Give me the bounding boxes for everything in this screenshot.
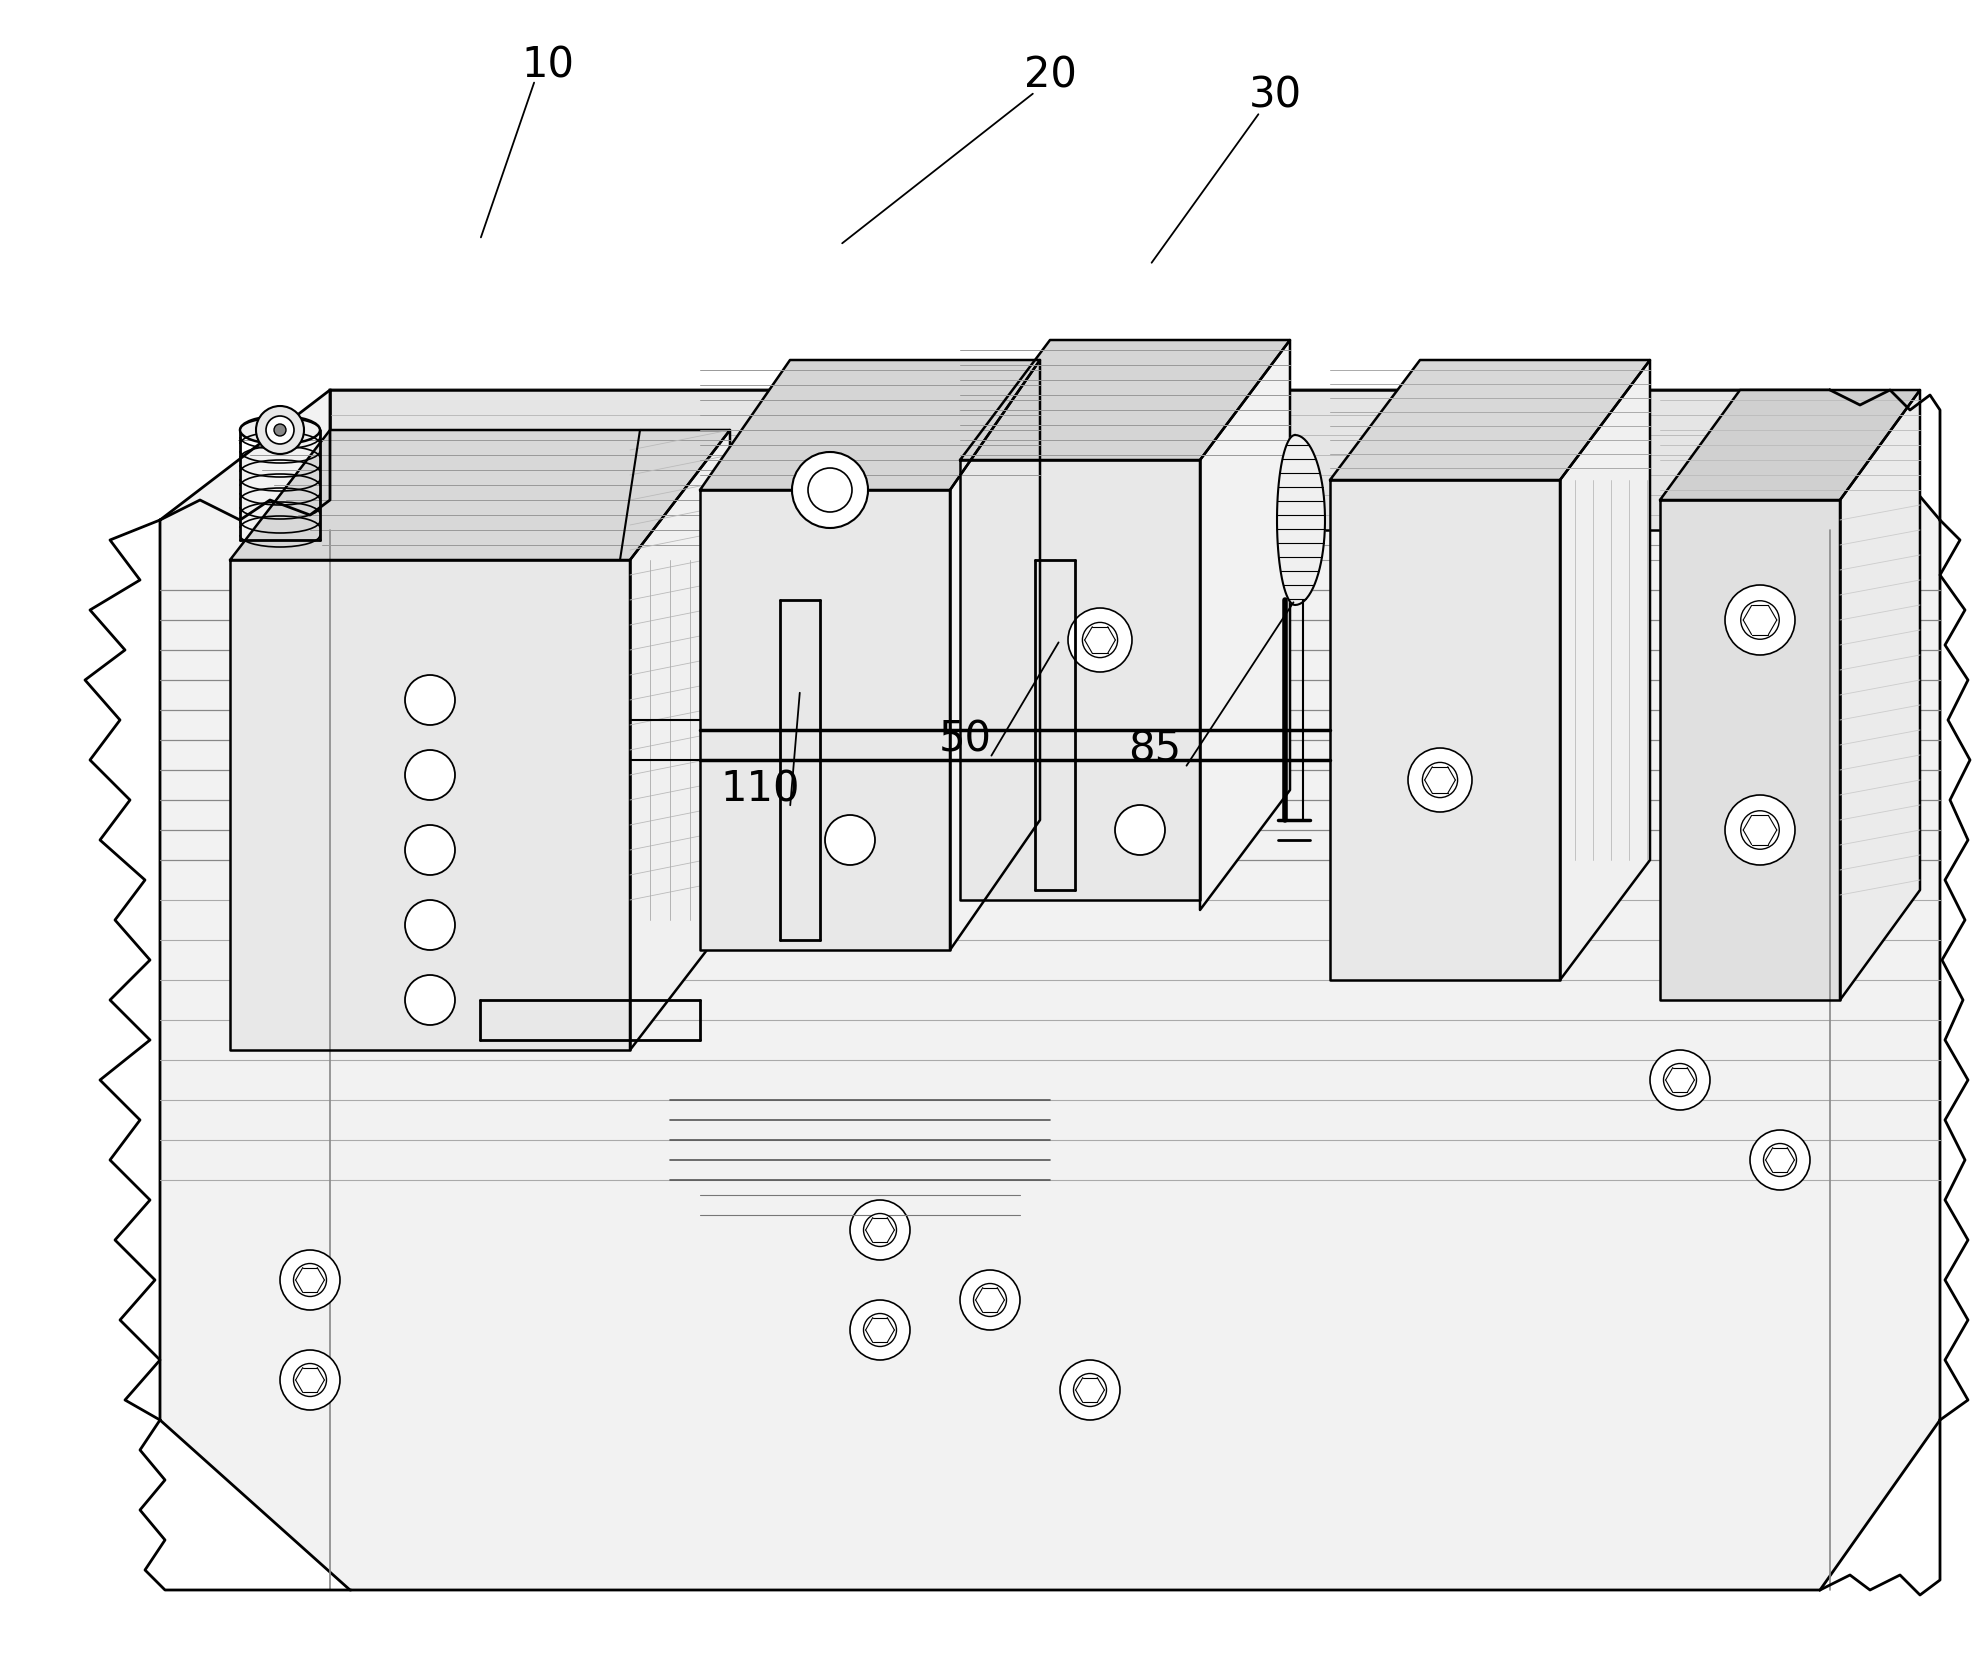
- Circle shape: [404, 901, 456, 951]
- Text: 50: 50: [939, 719, 992, 760]
- Circle shape: [1423, 762, 1458, 797]
- Polygon shape: [961, 339, 1290, 460]
- Circle shape: [1115, 805, 1164, 856]
- Circle shape: [1724, 585, 1795, 655]
- Circle shape: [274, 424, 286, 436]
- Circle shape: [256, 406, 304, 455]
- Text: 20: 20: [1024, 53, 1077, 95]
- Polygon shape: [961, 460, 1200, 901]
- Text: 85: 85: [1129, 729, 1182, 770]
- Text: 110: 110: [720, 769, 799, 810]
- Polygon shape: [1841, 389, 1920, 999]
- Polygon shape: [1561, 359, 1649, 979]
- Circle shape: [850, 1300, 910, 1360]
- Text: 10: 10: [521, 43, 574, 85]
- Circle shape: [961, 1270, 1020, 1330]
- Circle shape: [791, 451, 868, 528]
- Polygon shape: [1277, 434, 1326, 605]
- Circle shape: [864, 1313, 896, 1347]
- Polygon shape: [231, 560, 629, 1049]
- Polygon shape: [1330, 480, 1561, 979]
- Circle shape: [1067, 608, 1133, 672]
- Circle shape: [1409, 749, 1472, 812]
- Circle shape: [266, 416, 294, 444]
- Circle shape: [1740, 602, 1780, 640]
- Ellipse shape: [241, 416, 320, 444]
- Circle shape: [864, 1213, 896, 1247]
- Polygon shape: [700, 490, 951, 951]
- Circle shape: [1083, 622, 1117, 658]
- Circle shape: [294, 1364, 326, 1397]
- Circle shape: [1060, 1360, 1121, 1420]
- Circle shape: [1740, 810, 1780, 849]
- Polygon shape: [1330, 359, 1649, 480]
- Circle shape: [809, 468, 852, 511]
- Polygon shape: [951, 359, 1040, 951]
- Circle shape: [1073, 1374, 1107, 1407]
- Polygon shape: [629, 429, 730, 1049]
- Circle shape: [825, 815, 874, 866]
- Circle shape: [1724, 795, 1795, 866]
- Circle shape: [404, 825, 456, 876]
- Text: 30: 30: [1249, 74, 1302, 115]
- Polygon shape: [1659, 389, 1920, 500]
- Polygon shape: [329, 389, 1831, 530]
- Circle shape: [404, 675, 456, 725]
- Circle shape: [280, 1350, 339, 1410]
- Circle shape: [1764, 1143, 1797, 1176]
- Polygon shape: [1659, 500, 1841, 999]
- Circle shape: [280, 1250, 339, 1310]
- Polygon shape: [160, 389, 1939, 1591]
- Circle shape: [1750, 1130, 1809, 1190]
- Polygon shape: [700, 359, 1040, 490]
- Polygon shape: [1200, 339, 1290, 911]
- Circle shape: [850, 1200, 910, 1260]
- Circle shape: [1649, 1049, 1711, 1110]
- Circle shape: [1663, 1063, 1697, 1096]
- Circle shape: [404, 974, 456, 1024]
- Circle shape: [973, 1283, 1006, 1317]
- Polygon shape: [231, 429, 730, 560]
- Circle shape: [294, 1263, 326, 1297]
- Circle shape: [404, 750, 456, 800]
